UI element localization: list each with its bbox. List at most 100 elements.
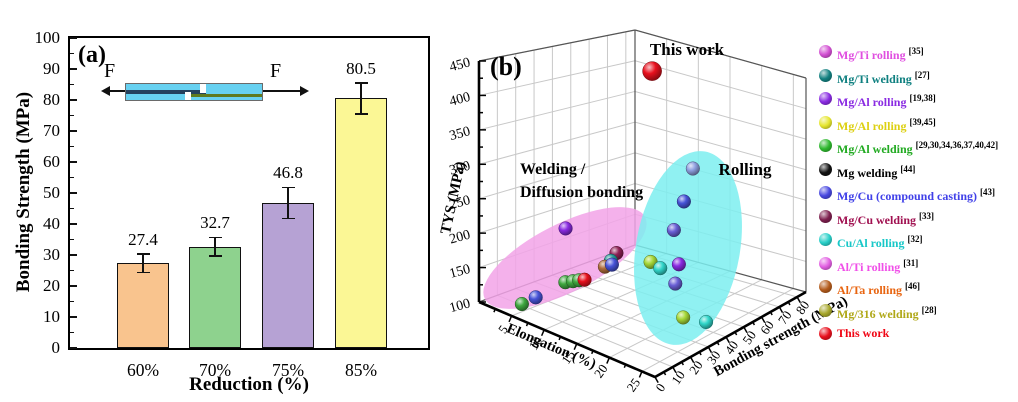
scatter-point-rolling xyxy=(685,161,700,176)
bonding-tick xyxy=(734,331,738,336)
legend-sphere-icon xyxy=(819,209,832,223)
legend-row: Al/Ta rolling [46] xyxy=(819,280,1018,298)
bonding-tick xyxy=(698,351,702,356)
legend-row: Mg/Cu welding [33] xyxy=(819,209,1018,228)
panel-a-bar-chart: (a) Bonding Strength (MPa) Reduction (%)… xyxy=(0,0,440,402)
bonding-tick-label: 20 xyxy=(686,358,706,377)
z-tick-label: 150 xyxy=(448,262,472,282)
legend-reference: [43] xyxy=(980,187,996,197)
y-tick xyxy=(70,285,77,287)
error-bar-line xyxy=(360,82,362,114)
elongation-tick xyxy=(493,308,496,313)
legend-label: Mg/Al rolling [19,38] xyxy=(837,93,936,109)
y-minor-tick xyxy=(70,176,74,179)
error-bar-cap-top xyxy=(354,82,368,84)
legend-label: Mg/Cu welding [33] xyxy=(837,210,935,227)
elongation-tick xyxy=(508,315,513,323)
welding-annotation-line1: Welding / xyxy=(520,161,586,178)
scatter-point-rolling xyxy=(671,257,686,272)
y-minor-tick xyxy=(70,114,74,117)
bar-value-label: 80.5 xyxy=(346,58,376,78)
legend-sphere-icon xyxy=(819,92,832,105)
z-tick-label: 450 xyxy=(448,55,472,75)
bonding-tick xyxy=(796,296,801,304)
legend-label: Al/Ti rolling [31] xyxy=(837,257,919,274)
elongation-tick xyxy=(540,329,545,337)
elongation-axis xyxy=(478,300,656,379)
bonding-tick xyxy=(725,336,730,344)
y-tick-label: 40 xyxy=(43,214,60,233)
bar-85% xyxy=(335,98,387,348)
legend-label: Mg/Cu (compound casting) [43] xyxy=(837,187,996,203)
z-tick-label: 350 xyxy=(448,124,472,144)
welding-annotation-line2: Diffusion bonding xyxy=(520,184,644,202)
legend-row: Mg/Cu (compound casting) [43] xyxy=(819,186,1018,204)
y-minor-tick xyxy=(70,83,74,86)
scatter-point-welding xyxy=(514,296,529,312)
y-minor-tick xyxy=(70,52,74,55)
scatter-point-rolling xyxy=(653,261,668,276)
legend-label: Mg/316 welding [28] xyxy=(837,304,937,321)
legend-sphere-icon xyxy=(819,186,832,199)
y-tick-label: 10 xyxy=(43,307,60,326)
y-tick-label: 20 xyxy=(43,276,60,295)
legend-row: Al/Ti rolling [31] xyxy=(819,256,1018,275)
this-work-annotation: This work xyxy=(649,40,725,59)
elongation-tick xyxy=(558,336,562,341)
y-tick xyxy=(70,192,77,194)
y-tick-label: 90 xyxy=(43,59,60,78)
elongation-tick xyxy=(591,350,594,355)
bonding-tick-label: 10 xyxy=(668,368,688,387)
y-tick xyxy=(70,316,77,318)
y-minor-tick xyxy=(70,207,74,210)
legend-row: Cu/Al rolling [32] xyxy=(819,233,1018,251)
bonding-tick xyxy=(680,361,685,366)
legend-row: Mg/Al rolling [39,45] xyxy=(819,115,1018,134)
elongation-tick xyxy=(573,343,578,350)
box-edge xyxy=(634,29,807,79)
bar-value-label: 32.7 xyxy=(200,213,230,233)
bonding-tick xyxy=(743,326,748,334)
x-category-label: 85% xyxy=(344,360,378,380)
bonding-tick xyxy=(760,316,766,324)
scatter-point-rolling xyxy=(676,194,691,209)
error-bar-cap-top xyxy=(136,252,150,255)
legend-sphere-icon xyxy=(819,68,832,82)
error-bar-cap-top xyxy=(281,186,295,189)
bonding-tick-label: 0 xyxy=(652,380,668,394)
panel-a-tag: (a) xyxy=(78,42,106,68)
x-category-label: 75% xyxy=(271,360,305,380)
z-tick-label: 200 xyxy=(448,228,472,248)
error-bar-cap-bottom xyxy=(354,113,368,115)
scatter-point-rolling xyxy=(666,222,681,238)
error-bar-cap-bottom xyxy=(136,271,150,274)
legend-row: Mg/Al welding [29,30,34,36,37,40,42] xyxy=(819,139,1018,157)
legend-reference: [27] xyxy=(914,69,930,80)
legend-label: Mg/Al rolling [39,45] xyxy=(837,116,936,133)
grid-line xyxy=(478,121,636,165)
scatter-point-rolling xyxy=(668,276,683,291)
legend-sphere-icon xyxy=(819,45,832,58)
legend-sphere-icon xyxy=(819,233,832,246)
legend-reference: [31] xyxy=(903,257,919,268)
legend-reference: [28] xyxy=(921,304,937,315)
bonding-tick xyxy=(769,311,773,316)
legend: Mg/Ti rolling [35] Mg/Ti welding [27] Mg/A… xyxy=(819,45,1018,347)
y-tick-label: 60 xyxy=(43,152,60,171)
legend-reference: [35] xyxy=(908,46,924,56)
y-minor-tick xyxy=(70,300,74,303)
bar-70% xyxy=(189,246,241,348)
error-bar-cap-top xyxy=(208,236,222,239)
legend-sphere-icon xyxy=(819,256,832,270)
y-tick-label: 0 xyxy=(51,338,61,357)
error-bar-cap-bottom xyxy=(208,255,222,257)
bonding-tick xyxy=(716,341,720,346)
legend-sphere-icon xyxy=(819,139,832,152)
bar-value-label: 27.4 xyxy=(128,229,158,249)
bar-x-axis-title: Reduction (%) xyxy=(189,374,309,395)
legend-sphere-icon xyxy=(819,162,832,176)
legend-row: Mg/Al rolling [19,38] xyxy=(819,92,1018,110)
bonding-tick xyxy=(672,366,677,374)
legend-label: Cu/Al rolling [32] xyxy=(837,234,923,250)
